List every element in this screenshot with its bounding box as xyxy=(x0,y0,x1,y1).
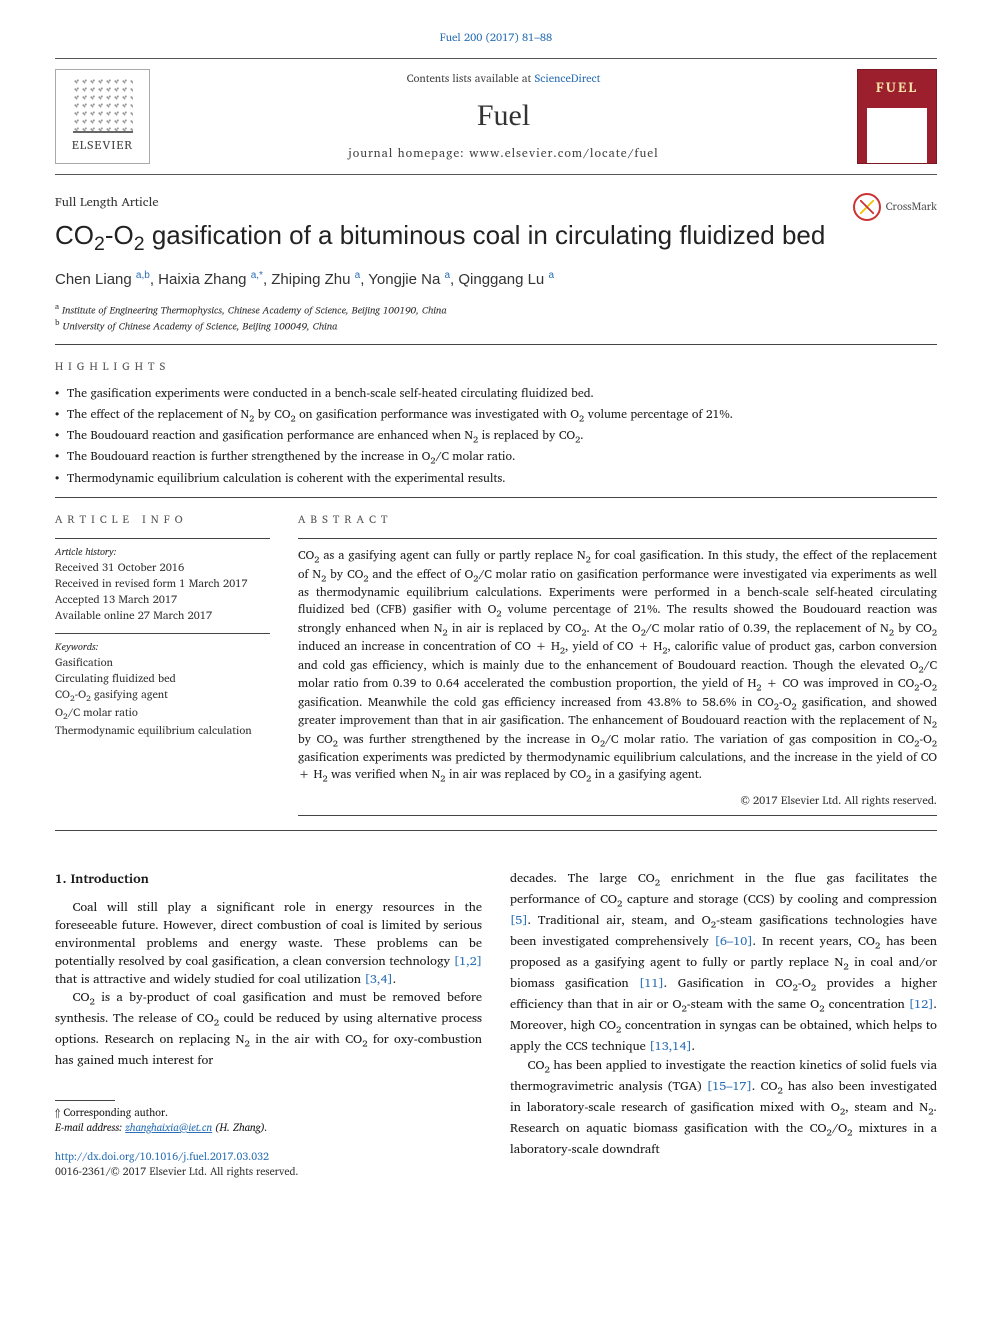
cover-body-icon xyxy=(867,108,927,163)
body-left-column: 1. Introduction Coal will still play a s… xyxy=(55,869,482,1180)
authors-line: Chen Liang a,b, Haixia Zhang a,*, Zhipin… xyxy=(55,269,937,291)
crossmark-badge[interactable]: CrossMark xyxy=(853,193,937,221)
divider xyxy=(55,830,937,831)
divider xyxy=(55,344,937,345)
contents-prefix: Contents lists available at xyxy=(407,69,535,87)
article-info-column: ARTICLE INFO Article history: Received 3… xyxy=(55,512,270,815)
divider xyxy=(55,538,270,539)
journal-header: ELSEVIER Contents lists available at Sci… xyxy=(55,58,937,175)
body-paragraph: CO2 is a by-product of coal gasification… xyxy=(55,988,482,1069)
highlight-item: The Boudouard reaction and gasification … xyxy=(55,427,937,445)
highlight-item: The gasification experiments were conduc… xyxy=(55,385,937,402)
footer-copyright: 0016-2361/© 2017 Elsevier Ltd. All right… xyxy=(55,1164,482,1179)
journal-homepage-line: journal homepage: www.elsevier.com/locat… xyxy=(348,145,659,162)
abstract-column: ABSTRACT CO2 as a gasifying agent can fu… xyxy=(298,512,937,815)
crossmark-label: CrossMark xyxy=(886,199,937,215)
article-title: CO2-O2 gasification of a bituminous coal… xyxy=(55,217,825,258)
publisher-brand: ELSEVIER xyxy=(72,137,133,154)
divider xyxy=(55,497,937,498)
body-paragraph: CO2 has been applied to investigate the … xyxy=(510,1056,937,1159)
homepage-prefix: journal homepage: xyxy=(348,144,469,163)
body-columns: 1. Introduction Coal will still play a s… xyxy=(55,869,937,1180)
affiliation: b University of Chinese Academy of Scien… xyxy=(55,317,937,334)
body-paragraph: decades. The large CO2 enrichment in the… xyxy=(510,869,937,1056)
highlight-item: Thermodynamic equilibrium calculation is… xyxy=(55,470,937,487)
email-line: E-mail address: zhanghaixia@iet.cn (H. Z… xyxy=(55,1120,482,1135)
email-label: E-mail address: xyxy=(55,1118,125,1136)
abstract-copyright: © 2017 Elsevier Ltd. All rights reserved… xyxy=(298,793,937,809)
affiliations: a Institute of Engineering Thermophysics… xyxy=(55,301,937,335)
divider xyxy=(55,633,270,634)
sciencedirect-link[interactable]: ScienceDirect xyxy=(535,69,601,87)
section-heading: 1. Introduction xyxy=(55,869,482,888)
publisher-logo[interactable]: ELSEVIER xyxy=(55,69,150,164)
highlight-item: The effect of the replacement of N2 by C… xyxy=(55,406,937,424)
body-paragraph: Coal will still play a significant role … xyxy=(55,898,482,989)
elsevier-tree-icon xyxy=(73,78,133,133)
divider xyxy=(298,538,937,539)
homepage-url[interactable]: www.elsevier.com/locate/fuel xyxy=(469,144,659,163)
abstract-heading: ABSTRACT xyxy=(298,512,937,528)
corresponding-footer: Corresponding author. E-mail address: zh… xyxy=(55,1100,482,1135)
journal-title: Fuel xyxy=(477,94,530,138)
article-info-heading: ARTICLE INFO xyxy=(55,512,270,528)
affiliation: a Institute of Engineering Thermophysics… xyxy=(55,301,937,318)
highlights-list: The gasification experiments were conduc… xyxy=(55,385,937,487)
cover-title: FUEL xyxy=(876,78,918,98)
email-link[interactable]: zhanghaixia@iet.cn xyxy=(125,1118,212,1136)
keyword: Thermodynamic equilibrium calculation xyxy=(55,723,270,739)
footnote-rule xyxy=(55,1100,115,1101)
header-center: Contents lists available at ScienceDirec… xyxy=(150,69,857,164)
contents-available-line: Contents lists available at ScienceDirec… xyxy=(407,71,601,87)
history-line: Available online 27 March 2017 xyxy=(55,608,270,624)
highlights-heading: HIGHLIGHTS xyxy=(55,359,937,375)
journal-citation[interactable]: Fuel 200 (2017) 81–88 xyxy=(55,30,937,46)
body-right-column: decades. The large CO2 enrichment in the… xyxy=(510,869,937,1180)
crossmark-icon xyxy=(853,193,881,221)
highlight-item: The Boudouard reaction is further streng… xyxy=(55,448,937,466)
email-name: (H. Zhang). xyxy=(212,1118,268,1136)
journal-cover-thumbnail[interactable]: FUEL xyxy=(857,69,937,164)
divider xyxy=(298,815,937,816)
article-type: Full Length Article xyxy=(55,193,825,211)
abstract-text: CO2 as a gasifying agent can fully or pa… xyxy=(298,547,937,785)
